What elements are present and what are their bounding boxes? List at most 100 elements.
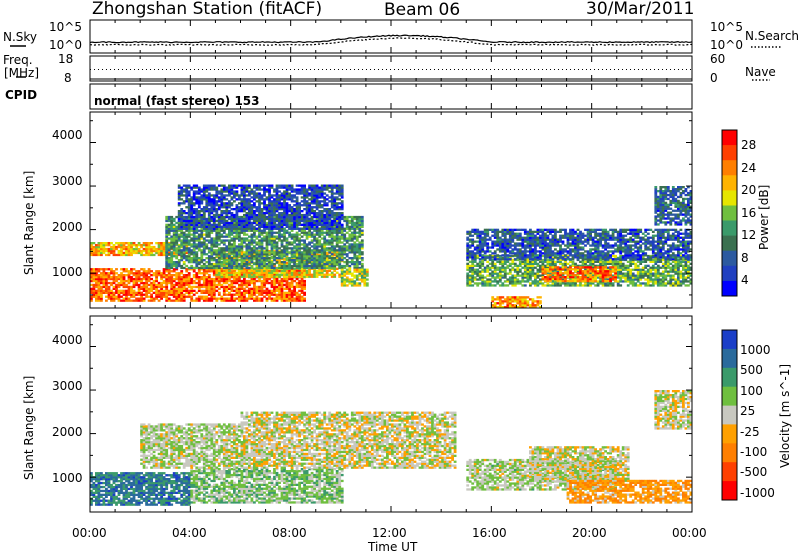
range-cell-0 [240,295,244,298]
range-cell-4 [293,210,296,213]
range-cell-0 [250,274,254,277]
range-cell-4 [187,184,191,187]
range-cell-3 [217,229,221,232]
range-cell-0 [150,274,153,277]
range-cell-4 [318,206,322,209]
range-cell-4 [177,213,181,217]
range-cell-0 [243,293,246,296]
range-cell-3 [200,243,204,246]
range-cell-3 [315,245,319,248]
range-cell-0 [185,277,189,281]
range-cell-0 [270,279,274,283]
range-cell-3 [293,241,296,244]
range-cell-3 [343,249,347,252]
range-cell-0 [268,291,271,294]
range-cell-5 [343,272,347,275]
range-cell-0 [145,276,148,279]
range-cell-4 [303,194,306,197]
range-cell-4 [187,210,191,213]
range-cell-0 [212,283,216,287]
range-cell-3 [315,231,319,234]
range-cell-4 [250,210,254,213]
range-cell-4 [245,227,249,230]
range-cell-4 [225,212,229,215]
range-cell-4 [192,196,196,199]
range-cell-3 [273,251,276,254]
range-cell-3 [343,245,347,248]
range-cell-4 [248,192,251,195]
range-cell-3 [243,264,246,268]
range-cell-0 [260,293,264,296]
range-cell-0 [263,285,266,289]
range-cell-3 [197,261,201,264]
range-cell-4 [278,200,281,203]
range-cell-3 [283,255,286,258]
range-cell-3 [275,247,279,250]
range-cell-1 [122,247,126,251]
range-cell-3 [295,257,299,260]
range-cell-0 [140,297,143,300]
range-cell-5 [340,270,344,273]
range-cell-3 [200,227,204,230]
range-cell-3 [288,233,291,236]
range-cell-0 [200,277,204,281]
range-cell-3 [187,229,191,232]
range-cell-3 [298,239,301,242]
range-cell-4 [275,204,279,207]
range-cell-3 [355,225,359,228]
range-cell-4 [290,186,294,189]
range-cell-4 [340,208,344,211]
range-cell-3 [240,262,244,266]
range-cell-0 [107,285,111,289]
range-cell-2 [230,273,234,276]
range-cell-4 [220,213,224,217]
range-cell-4 [233,192,236,195]
range-cell-0 [117,289,121,292]
range-cell-4 [305,190,309,193]
range-cell-3 [313,264,316,268]
range-cell-4 [245,219,249,223]
range-cell-3 [177,251,181,254]
range-cell-3 [240,243,244,246]
range-cell-3 [310,257,314,260]
range-cell-0 [207,293,211,296]
range-cell-4 [263,190,266,193]
range-cell-6 [471,274,475,277]
range-cell-0 [202,295,206,298]
range-cell-3 [195,266,199,270]
range-cell-3 [270,249,274,252]
range-cell-5 [360,270,364,273]
range-cell-3 [315,229,319,232]
range-cell-2 [270,273,274,276]
range-cell-4 [248,194,251,197]
range-cell-3 [340,259,344,262]
range-cell-6 [488,282,492,285]
range-cell-3 [300,255,304,258]
range-cell-3 [308,261,311,264]
range-cell-3 [192,257,196,260]
range-cell-0 [102,279,106,283]
range-cell-3 [305,237,309,240]
range-cell-4 [318,212,322,215]
range-cell-1 [127,244,131,247]
range-cell-4 [233,219,236,223]
range-cell-0 [112,293,116,296]
range-cell-0 [145,283,148,287]
range-cell-1 [145,242,148,245]
range-cell-3 [325,249,329,252]
range-cell-4 [295,204,299,207]
range-cell-4 [308,208,311,211]
range-cell-5 [348,282,352,285]
range-cell-3 [358,217,362,221]
range-cell-0 [162,270,166,273]
range-cell-2 [303,269,306,272]
range-cell-3 [343,239,347,242]
range-cell-0 [300,291,304,294]
range-cell-3 [345,227,349,230]
range-cell-0 [182,293,186,296]
range-cell-4 [233,215,236,219]
range-cell-1 [157,249,161,253]
range-cell-2 [250,269,254,272]
range-cell-4 [325,219,329,223]
range-cell-0 [147,299,151,302]
